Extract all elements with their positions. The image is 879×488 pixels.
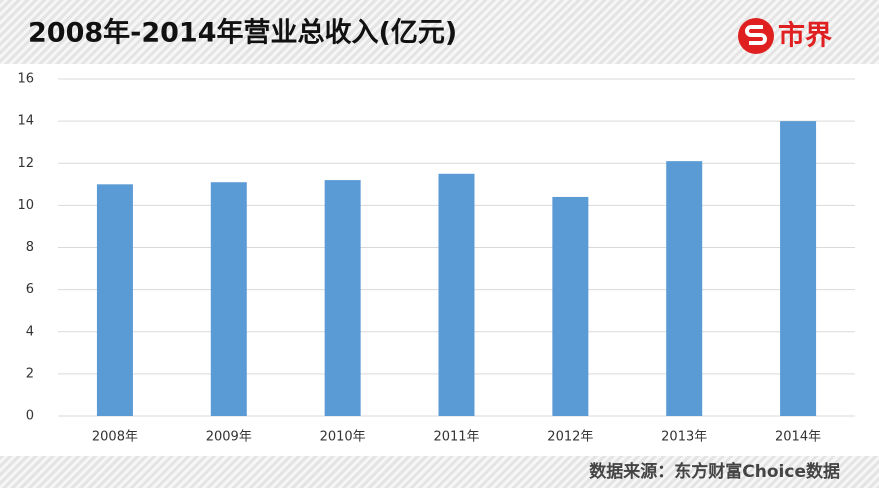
bar — [666, 161, 703, 416]
logo-text: 市界 — [778, 20, 832, 52]
y-tick-label: 14 — [17, 114, 34, 129]
y-tick-label: 16 — [17, 72, 34, 87]
y-tick-label: 8 — [26, 240, 34, 255]
bar — [438, 173, 475, 416]
x-tick-label: 2008年 — [92, 430, 138, 445]
y-tick-label: 0 — [26, 409, 34, 424]
logo-glyph — [745, 25, 767, 45]
x-tick-label: 2014年 — [775, 430, 821, 445]
x-tick-label: 2010年 — [320, 430, 366, 445]
y-tick-label: 2 — [26, 366, 34, 381]
chart-title: 2008年-2014年营业总收入(亿元) — [28, 17, 457, 49]
footer-band — [0, 456, 879, 488]
x-tick-label: 2013年 — [661, 430, 707, 445]
x-tick-label: 2012年 — [547, 430, 593, 445]
y-tick-label: 6 — [26, 282, 34, 297]
bar — [96, 184, 133, 416]
x-tick-label: 2011年 — [433, 430, 479, 445]
y-tick-label: 10 — [17, 198, 34, 213]
bar — [552, 196, 589, 416]
y-tick-label: 4 — [26, 324, 34, 339]
source-note: 数据来源：东方财富Choice数据 — [589, 461, 840, 482]
y-tick-label: 12 — [17, 156, 34, 171]
bar — [210, 182, 247, 416]
title-band — [0, 0, 879, 64]
bar — [780, 121, 817, 416]
x-tick-label: 2009年 — [206, 430, 252, 445]
bar — [324, 180, 361, 416]
